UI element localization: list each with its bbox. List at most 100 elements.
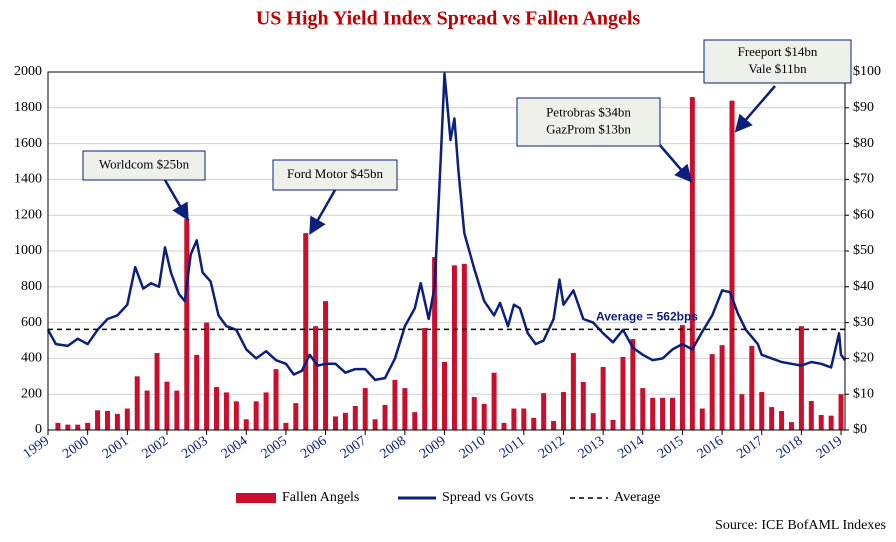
bar <box>194 354 200 430</box>
legend-label: Fallen Angels <box>282 490 359 505</box>
bar <box>610 419 616 430</box>
bar <box>283 422 289 430</box>
legend-label: Average <box>614 490 660 505</box>
bar <box>600 366 606 430</box>
bar <box>788 422 794 430</box>
bar <box>551 421 557 430</box>
bar <box>679 325 685 430</box>
bar <box>521 408 527 430</box>
bar <box>560 392 566 430</box>
bar <box>531 417 537 430</box>
bar <box>422 327 428 430</box>
y2-tick-label: $70 <box>853 172 874 187</box>
bar <box>85 422 91 430</box>
bar <box>759 392 765 430</box>
bar <box>818 414 824 430</box>
bar <box>699 408 705 430</box>
bar <box>372 419 378 430</box>
bar <box>342 412 348 430</box>
annotation-text: Freeport $14bn <box>738 44 818 59</box>
y2-tick-label: $0 <box>853 422 867 437</box>
bar <box>95 410 101 430</box>
annotation-arrow <box>309 189 337 236</box>
bar <box>828 415 834 430</box>
bar <box>630 339 636 430</box>
bar <box>838 394 844 430</box>
bar <box>75 424 81 430</box>
bar <box>501 422 507 430</box>
x-tick-label: 2004 <box>219 434 251 462</box>
x-tick-label: 2010 <box>457 434 489 462</box>
x-tick-label: 2018 <box>774 434 806 462</box>
y2-tick-label: $100 <box>853 64 881 79</box>
bar <box>670 397 676 430</box>
bar <box>233 401 239 430</box>
y-tick-label: 600 <box>21 315 42 330</box>
bar <box>352 406 358 430</box>
annotation-arrow <box>734 85 776 133</box>
y-tick-label: 1400 <box>14 172 42 187</box>
bar <box>660 397 666 430</box>
bar <box>451 265 457 430</box>
bar <box>392 379 398 430</box>
x-tick-label: 2002 <box>140 434 172 462</box>
bar <box>570 353 576 430</box>
bar <box>798 326 804 430</box>
bar <box>808 401 814 430</box>
bar <box>164 381 170 430</box>
x-tick-label: 2016 <box>695 434 727 462</box>
y2-tick-label: $40 <box>853 279 874 294</box>
bar <box>739 394 745 430</box>
x-tick-label: 2006 <box>298 434 330 462</box>
annotation-arrow <box>163 179 189 222</box>
bar <box>184 218 190 430</box>
annotation-box <box>516 97 661 147</box>
bar <box>273 369 279 430</box>
source: Source: ICE BofAML Indexes <box>715 518 886 533</box>
line <box>46 72 847 382</box>
bar <box>243 419 249 430</box>
bar <box>65 424 71 430</box>
bar <box>55 422 61 430</box>
y-tick-label: 0 <box>35 422 42 437</box>
bar <box>729 100 735 430</box>
x-tick-label: 2000 <box>60 434 92 462</box>
y-tick-label: 1600 <box>14 136 42 151</box>
bar <box>154 353 160 430</box>
bar <box>253 401 259 430</box>
bar <box>481 403 487 430</box>
average-label: Average = 562bps <box>596 310 698 324</box>
y2-tick-label: $50 <box>853 243 874 258</box>
bar <box>709 354 715 430</box>
bar <box>491 372 497 430</box>
bar <box>640 388 646 430</box>
bar <box>461 263 467 430</box>
bar <box>541 393 547 430</box>
bar <box>323 301 329 430</box>
bar <box>442 361 448 430</box>
annotation-box <box>703 39 852 84</box>
bar <box>214 387 220 430</box>
bar <box>511 408 517 430</box>
x-tick-label: 2005 <box>259 434 291 462</box>
x-tick-label: 2003 <box>179 434 211 462</box>
y-tick-label: 1800 <box>14 100 42 115</box>
bar <box>104 411 110 430</box>
annotation-box <box>272 159 398 191</box>
bar <box>620 356 626 430</box>
y2-tick-label: $30 <box>853 315 874 330</box>
y-tick-label: 1200 <box>14 207 42 222</box>
bar <box>362 388 368 430</box>
x-tick-label: 2015 <box>655 434 687 462</box>
plot-border <box>47 71 846 431</box>
bar <box>769 407 775 430</box>
bar <box>719 345 725 430</box>
y2-tick-label: $90 <box>853 100 874 115</box>
y-tick-label: 1000 <box>14 243 42 258</box>
bar <box>402 388 408 430</box>
x-tick-label: 2011 <box>497 434 528 462</box>
bar <box>779 411 785 430</box>
x-tick-label: 2017 <box>734 434 766 462</box>
bar <box>293 403 299 430</box>
